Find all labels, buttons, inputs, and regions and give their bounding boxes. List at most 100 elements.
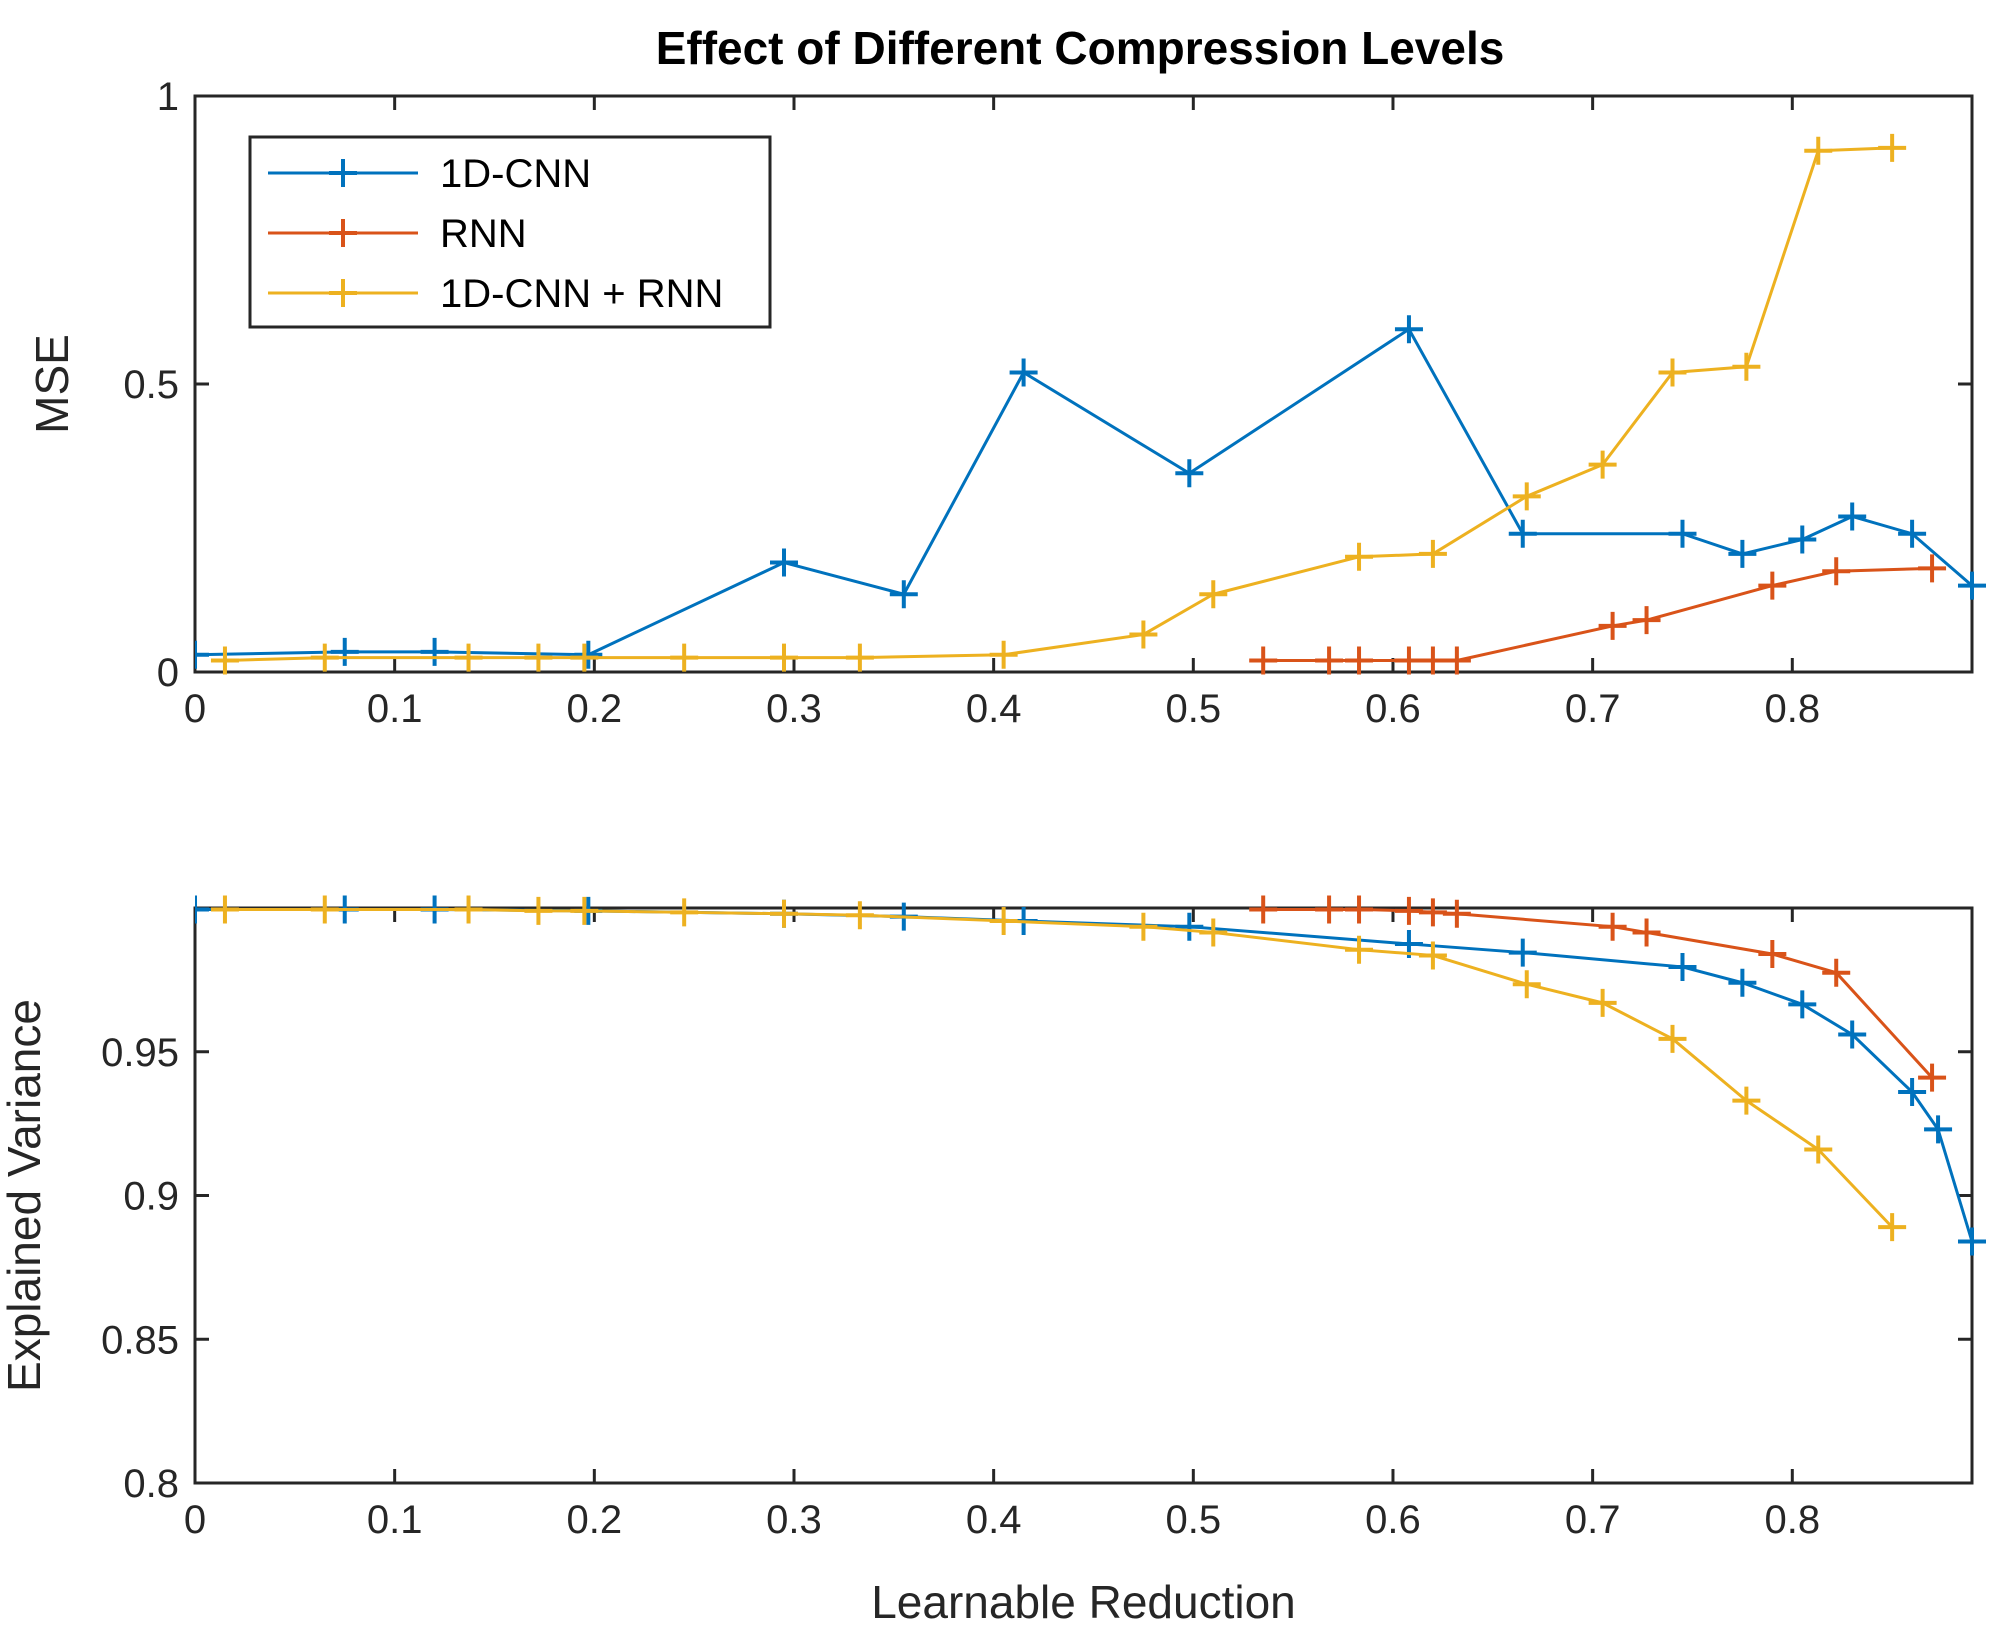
x-tick-label: 0.1 [367,1498,423,1542]
data-point [770,643,799,672]
data-point [1175,459,1204,488]
data-point [1315,895,1344,924]
x-tick-label: 0 [184,1498,206,1542]
y-tick-label: 0 [157,651,179,695]
data-point [1898,519,1927,548]
data-point [330,637,359,666]
legend-marker [329,219,357,247]
x-tick-label: 0.7 [1565,1498,1621,1542]
x-tick-label: 0.1 [367,687,423,731]
data-point [1918,1063,1947,1092]
series-1d-cnn [195,315,1986,669]
data-point [1508,519,1537,548]
x-tick-label: 0.2 [567,687,623,731]
x-tick-label: 0.6 [1365,1498,1421,1542]
data-point [1658,1024,1687,1053]
y-tick-label: 0.9 [123,1175,179,1219]
data-point [1668,519,1697,548]
data-point [454,643,483,672]
x-tick-label: 0.4 [966,687,1022,731]
data-point [1758,571,1787,600]
series-1d-cnn-rnn [210,133,1907,675]
data-point [1728,539,1757,568]
data-point [310,895,339,924]
explained-variance-panel: 0 0.1 0.2 0.3 0.4 0.5 0.6 0.7 0.8 0.8 0.85 0.9 0.95 E… [0,895,1986,1628]
series-rnn [1249,554,1947,675]
data-point [1788,990,1817,1019]
y-axis-label: MSE [26,334,78,434]
data-point [1898,1078,1927,1106]
legend-marker [329,159,357,187]
x-tick-label: 0.3 [766,1498,822,1542]
data-point [570,896,599,925]
y-tick-label: 0.8 [123,1462,179,1506]
y-tick-label: 0.95 [101,1031,179,1075]
series-1d-cnn-rnn [210,895,1907,1242]
data-point [1345,895,1374,924]
data-point [1958,571,1986,600]
data-point [1838,1020,1867,1049]
mse-panel: 0 0.1 0.2 0.3 0.4 0.5 0.6 0.7 0.8 0 0.5 1 MSE 1D-CNN R… [26,75,1986,731]
data-point [1394,896,1423,925]
data-point [1804,1135,1833,1164]
x-tick-label: 0.4 [966,1498,1022,1542]
data-point [1788,525,1817,554]
series-line [195,327,1973,657]
data-point [845,901,874,930]
data-point [1418,898,1447,927]
data-point [1129,620,1158,649]
data-point [770,548,799,577]
series-rnn [1249,895,1947,1092]
data-point [1512,482,1541,511]
y-tick-label: 0.85 [101,1318,179,1362]
data-point [454,895,483,924]
data-point [1508,938,1537,967]
data-point [310,643,339,672]
data-point [1199,580,1228,609]
data-point [1732,1086,1761,1115]
x-tick-label: 0.6 [1365,687,1421,731]
data-point [1632,606,1661,635]
data-point [1249,895,1278,924]
data-point [1728,968,1757,997]
data-point [1442,646,1471,675]
data-point [1732,352,1761,381]
data-point [524,896,553,925]
data-point [1315,646,1344,675]
x-tick-label: 0.5 [1166,1498,1222,1542]
data-point [570,643,599,672]
data-point [1175,912,1204,941]
data-point [1924,1115,1953,1144]
data-point [1009,358,1038,387]
x-tick-label: 0.2 [567,1498,623,1542]
data-point [770,899,799,928]
data-point [1804,136,1833,165]
legend-label: 1D-CNN + RNN [440,272,723,316]
data-point [1345,935,1374,964]
y-axis-label: Explained Variance [0,999,50,1392]
data-point [210,646,239,675]
legend-label: 1D-CNN [440,152,591,196]
x-tick-label: 0.8 [1764,1498,1820,1542]
data-point [1838,502,1867,531]
data-point [195,640,209,669]
data-point [1249,646,1278,675]
legend-item: RNN [268,212,527,256]
data-point [1418,539,1447,568]
legend-item: 1D-CNN [268,152,591,196]
data-point [195,895,209,924]
data-point [889,580,918,609]
data-point [670,898,699,927]
y-tick-label: 1 [157,75,179,119]
x-tick-label: 0.8 [1764,687,1820,731]
data-point [524,643,553,672]
data-point [1822,958,1851,987]
data-point [989,640,1018,669]
data-point [1418,646,1447,675]
x-tick-label: 0.3 [766,687,822,731]
data-point [1878,133,1907,162]
legend: 1D-CNN RNN 1D-CNN + RNN [248,135,772,329]
data-point [1418,941,1447,970]
